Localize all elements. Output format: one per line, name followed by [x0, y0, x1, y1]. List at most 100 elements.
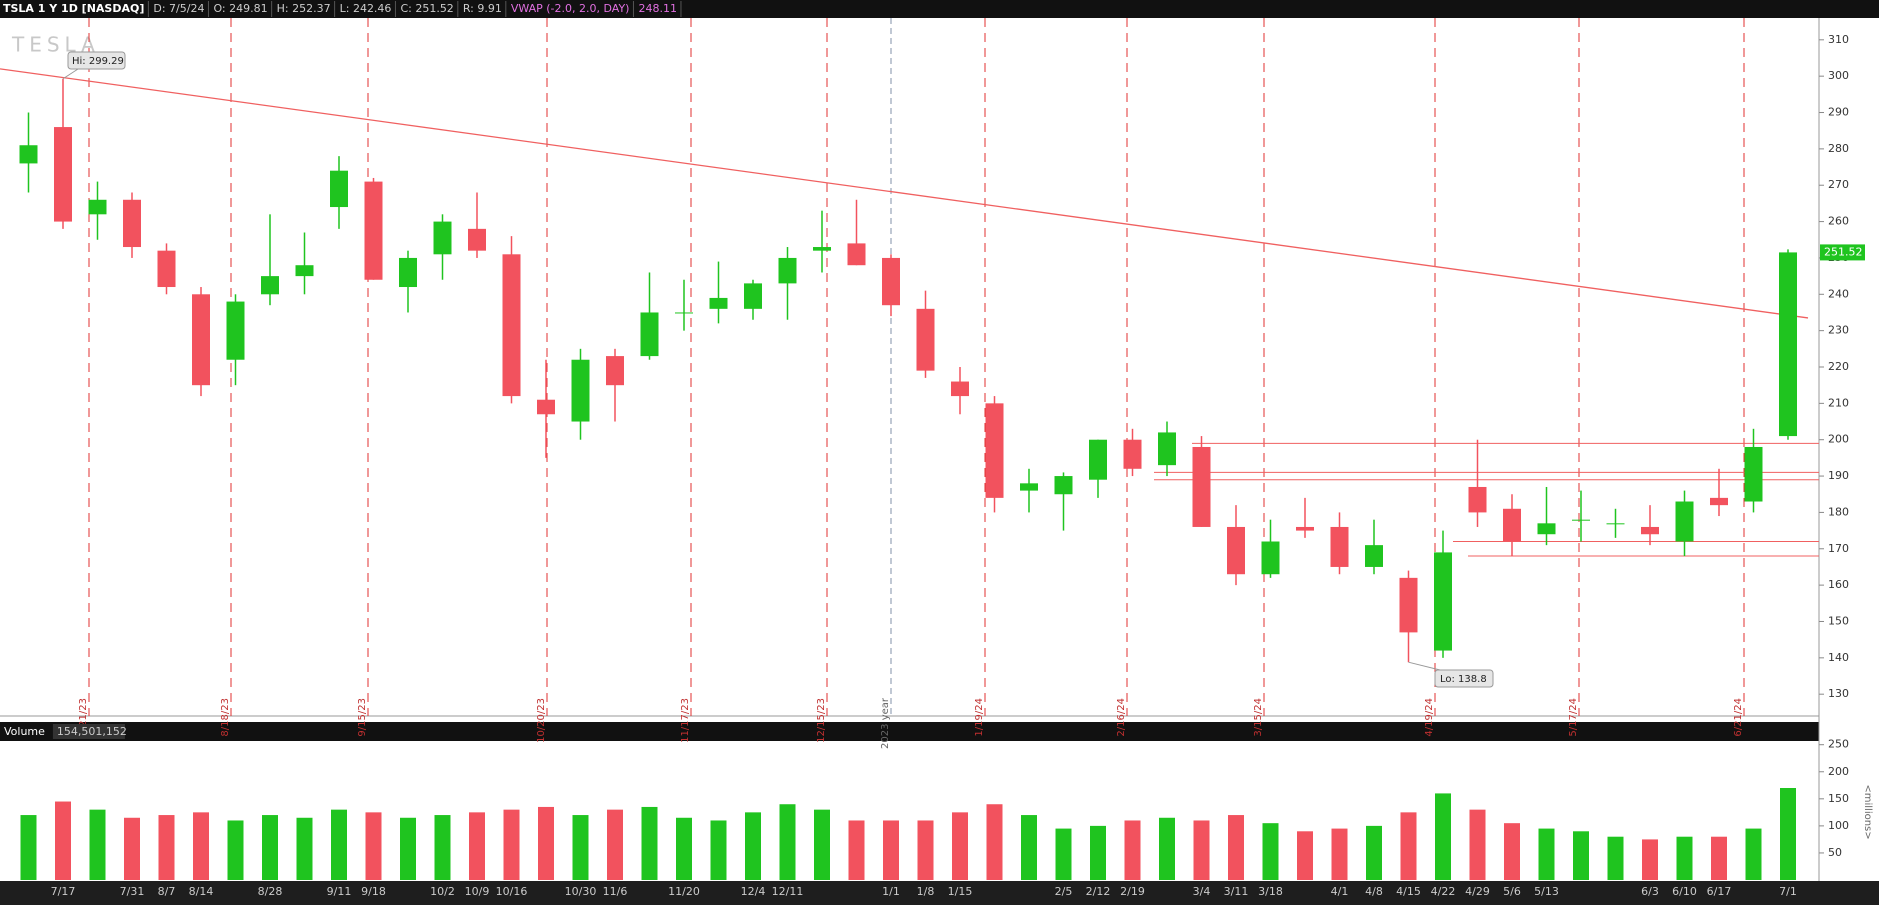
x-tick-label: 3/11 — [1224, 885, 1249, 898]
x-tick-label: 10/2 — [430, 885, 455, 898]
expiration-label: 5/17/24 — [1568, 698, 1579, 737]
y-tick-label: 310 — [1828, 33, 1849, 46]
y-tick-label: 270 — [1828, 178, 1849, 191]
y-tick-label: 240 — [1828, 287, 1849, 300]
expiration-label: 6/21/24 — [1733, 698, 1744, 737]
y-tick-label: 290 — [1828, 106, 1849, 119]
volume-bar — [158, 815, 175, 880]
x-tick-label: 5/13 — [1534, 885, 1559, 898]
x-tick-label: 7/17 — [51, 885, 76, 898]
expiration-label: 4/19/24 — [1424, 698, 1435, 737]
candle-body — [1779, 252, 1797, 437]
volume-bar — [1607, 836, 1624, 880]
volume-bar — [1297, 831, 1313, 880]
y-tick-label: 230 — [1828, 324, 1849, 337]
header-field: L: 242.46 — [340, 2, 392, 15]
x-tick-label: 11/20 — [668, 885, 700, 898]
x-tick-label: 1/8 — [917, 885, 935, 898]
candle-body — [1606, 523, 1625, 525]
volume-tick-label: 100 — [1828, 819, 1849, 832]
expiration-label: 2/16/24 — [1116, 698, 1127, 737]
candle-body — [571, 359, 590, 422]
y-tick-label: 220 — [1828, 360, 1849, 373]
x-tick-label: 4/29 — [1465, 885, 1490, 898]
hi-label: Hi: 299.29 — [72, 56, 124, 67]
header-field: D: 7/5/24 — [153, 2, 204, 15]
x-tick-label: 6/10 — [1672, 885, 1697, 898]
candle-body — [1468, 486, 1487, 513]
y-tick-label: 180 — [1828, 505, 1849, 518]
volume-bar — [1435, 793, 1451, 880]
candle-body — [1123, 439, 1142, 469]
volume-bar — [365, 812, 382, 880]
x-tick-label: 8/7 — [158, 885, 176, 898]
candle-body — [1020, 483, 1038, 491]
volume-bar — [503, 809, 520, 880]
volume-bar — [917, 820, 934, 880]
x-tick-label: 3/18 — [1258, 885, 1283, 898]
volume-bar — [469, 812, 485, 880]
volume-bar — [124, 817, 140, 880]
x-tick-label: 10/16 — [496, 885, 528, 898]
candle-body — [1089, 439, 1107, 480]
candle-body — [951, 381, 969, 397]
volume-bar — [1400, 812, 1417, 880]
candle-body — [468, 228, 486, 251]
candle-body — [1710, 497, 1728, 506]
volume-bar — [1469, 809, 1486, 880]
candle-body — [1675, 501, 1694, 542]
candle-body — [364, 181, 383, 280]
candle-body — [675, 312, 693, 314]
volume-bar — [1124, 820, 1141, 880]
candle-body — [330, 170, 348, 208]
volume-tick-label: 50 — [1828, 846, 1842, 859]
expiration-label: 1/19/24 — [974, 698, 985, 737]
candle-body — [606, 356, 624, 386]
lo-label: Lo: 138.8 — [1440, 674, 1487, 685]
header-field: O: 249.81 — [213, 2, 267, 15]
x-tick-label: 1/1 — [882, 885, 900, 898]
volume-bar — [1504, 823, 1520, 880]
candle-body — [813, 247, 831, 251]
candle-body — [1572, 519, 1590, 521]
expiration-label: 10/20/23 — [536, 698, 547, 743]
candle-body — [261, 276, 279, 295]
volume-bar — [1193, 820, 1210, 880]
y-tick-label: 150 — [1828, 614, 1849, 627]
candle-body — [1744, 446, 1763, 502]
x-tick-label: 4/22 — [1431, 885, 1456, 898]
volume-bar — [227, 820, 244, 880]
candle-body — [1296, 526, 1314, 531]
hi-box — [67, 51, 126, 70]
volume-last: 154,501,152 — [57, 725, 127, 738]
candle-body — [157, 250, 176, 288]
volume-bar — [20, 815, 37, 880]
volume-bar — [814, 809, 830, 880]
volume-bar — [1366, 825, 1382, 880]
volume-axis-label: <millions> — [1862, 784, 1873, 839]
candle-body — [123, 199, 141, 248]
x-tick-label: 9/18 — [361, 885, 386, 898]
x-tick-label: 5/6 — [1503, 885, 1521, 898]
volume-bar — [779, 804, 796, 880]
volume-bar — [1642, 839, 1658, 880]
x-tick-label: 8/28 — [258, 885, 283, 898]
candle-body — [192, 294, 210, 386]
candle-body — [882, 257, 900, 306]
hi-pointer — [62, 68, 79, 80]
candle-body — [502, 254, 521, 397]
x-tick-label: 3/4 — [1193, 885, 1211, 898]
x-tick-label: 8/14 — [189, 885, 214, 898]
volume-bar — [400, 817, 416, 880]
candle-body — [1330, 526, 1349, 567]
header-field: R: 9.91 — [463, 2, 502, 15]
candle-body — [1537, 523, 1556, 535]
volume-bar — [1780, 788, 1796, 880]
candle-body — [744, 283, 762, 309]
volume-bar — [1745, 828, 1762, 880]
candle-body — [226, 301, 245, 360]
volume-bar — [296, 817, 313, 880]
candle-body — [433, 221, 452, 255]
volume-bar — [710, 820, 727, 880]
